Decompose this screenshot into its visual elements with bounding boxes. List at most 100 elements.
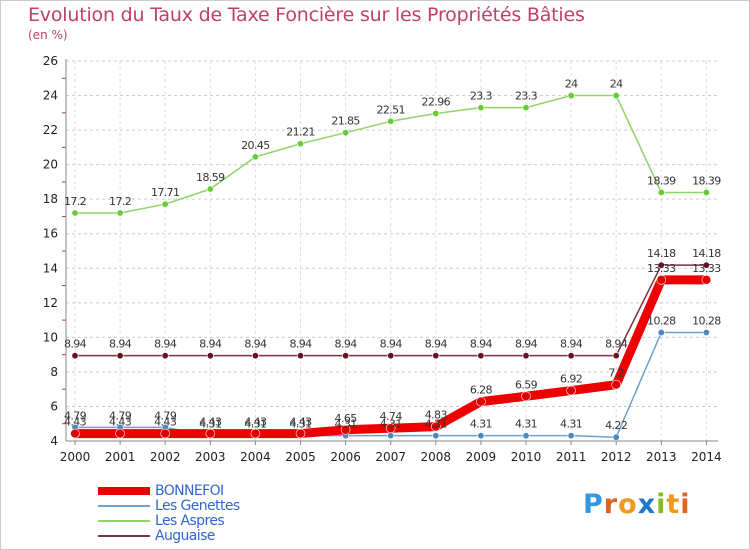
legend-label: BONNEFOI [155,483,224,499]
logo-letter: i [680,489,691,520]
data-point [702,188,710,196]
logo-letter: P [583,489,604,520]
y-tick-label: 22 [43,123,58,137]
chart-title: Evolution du Taux de Taxe Foncière sur l… [28,4,585,26]
data-label: 18.39 [692,174,721,187]
data-label: 13.33 [692,262,721,275]
data-point [657,329,665,337]
data-point [387,352,395,360]
x-tick-label: 2005 [285,450,316,464]
data-point [522,432,530,440]
data-label: 6.28 [470,384,493,397]
x-tick-label: 2007 [375,450,406,464]
y-tick-label: 18 [43,192,58,206]
data-label: 4.43 [109,416,132,429]
data-label: 6.92 [560,373,582,386]
data-point [701,275,712,285]
x-tick-label: 2010 [511,450,542,464]
data-point [206,185,214,193]
data-label: 4.79 [109,409,132,422]
data-label: 4.43 [64,416,87,429]
x-tick-label: 2009 [466,450,497,464]
data-label: 18.59 [196,171,225,184]
data-label: 8.94 [425,338,448,351]
legend-item: BONNEFOI [98,484,358,499]
data-label: 4.65 [335,412,358,425]
data-label: 4.43 [154,416,177,429]
legend: BONNEFOI Les Genettes Les Aspres Auguaise [98,484,358,544]
y-tick-label: 14 [43,261,58,275]
x-tick-label: 2000 [60,450,91,464]
data-label: 4.31 [244,418,266,431]
legend-label: Les Aspres [155,513,225,529]
x-tick-label: 2008 [421,450,452,464]
x-tick-label: 2001 [105,450,136,464]
legend-label: Les Genettes [155,498,240,514]
data-point [340,424,351,435]
data-point [567,352,575,360]
y-tick-label: 26 [43,54,58,68]
logo-letter: r [603,489,619,520]
data-label: 4.79 [154,409,177,422]
data-point [71,352,79,360]
y-tick-label: 6 [50,399,58,413]
data-label: 8.94 [470,338,493,351]
data-label: 17.2 [64,195,86,208]
data-label: 8.94 [335,338,358,351]
data-point [71,209,79,217]
legend-swatch [98,505,150,507]
chart-subtitle: (en %) [28,28,68,42]
data-label: 4.31 [199,418,221,431]
data-label: 4.31 [515,418,537,431]
data-label: 8.94 [64,338,87,351]
data-point [477,104,485,112]
data-label: 4.31 [380,418,402,431]
data-label: 10.28 [647,315,676,328]
data-point [295,428,306,439]
data-label: 21.21 [286,126,315,139]
grid-layer [66,60,718,442]
data-label: 4.31 [425,418,447,431]
x-tick-label: 2014 [691,450,722,464]
data-label: 4.43 [289,416,312,429]
logo-letter: t [666,489,681,520]
data-point [656,275,667,285]
x-tick-label: 2004 [240,450,271,464]
data-point [477,432,485,440]
data-point [432,432,440,440]
data-point [387,432,395,440]
x-tick-label: 2012 [601,450,632,464]
data-label: 20.45 [241,139,270,152]
data-point [567,432,575,440]
x-tick-label: 2006 [330,450,361,464]
data-label: 8.94 [154,338,177,351]
data-label: 4.31 [335,418,357,431]
data-point [296,140,304,148]
data-point [702,329,710,337]
data-label: 7.2 [608,367,624,380]
data-label: 4.83 [425,409,448,422]
data-point [477,352,485,360]
data-point [522,104,530,112]
data-label: 4.22 [605,419,627,432]
data-label: 8.94 [244,338,267,351]
data-label: 4.74 [380,410,403,423]
data-point [657,188,665,196]
y-tick-label: 12 [43,296,58,310]
y-tick-label: 8 [50,365,58,379]
data-label: 4.31 [470,418,492,431]
y-tick-label: 20 [43,158,58,172]
data-point [702,261,710,269]
data-label: 17.71 [151,186,180,199]
axis-layer: 4 6 8 10 12 14 16 18 20 22 24 26 2000 2001 2002 2003 200… [43,54,722,464]
data-label: 8.94 [560,338,583,351]
data-point [387,117,395,125]
y-tick-label: 16 [43,227,58,241]
data-point [567,92,575,100]
data-label: 23.3 [515,90,538,103]
logo-letter: x [637,489,657,520]
legend-item: Les Genettes [98,499,358,514]
data-point [342,352,350,360]
data-label: 22.51 [376,103,405,116]
